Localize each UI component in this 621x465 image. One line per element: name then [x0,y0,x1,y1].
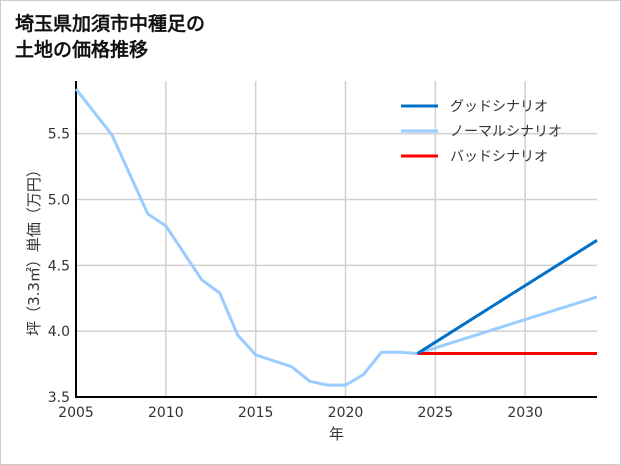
x-tick-label: 2015 [238,405,274,421]
legend-label: バッドシナリオ [450,149,548,165]
y-tick-label: 4.5 [48,258,70,274]
y-tick-label: 5.5 [48,127,70,143]
x-tick-label: 2025 [417,405,453,421]
y-tick-label: 5.0 [48,193,70,209]
x-tick-label: 2010 [148,405,184,421]
x-tick-label: 2030 [507,405,543,421]
series-line-normal [74,87,598,387]
y-axis-label: 坪（3.3㎡）単価（万円） [25,162,43,336]
legend-label: ノーマルシナリオ [450,124,562,140]
x-axis-label: 年 [329,425,344,443]
y-tick-label: 3.5 [48,390,70,406]
legend-label: グッドシナリオ [450,99,548,115]
x-tick-label: 2005 [58,405,94,421]
y-tick-label: 4.0 [48,324,70,340]
series-line-good [416,239,598,355]
chart-title: 埼玉県加須市中種足の 土地の価格推移 [15,13,206,61]
x-tick-label: 2020 [328,405,364,421]
